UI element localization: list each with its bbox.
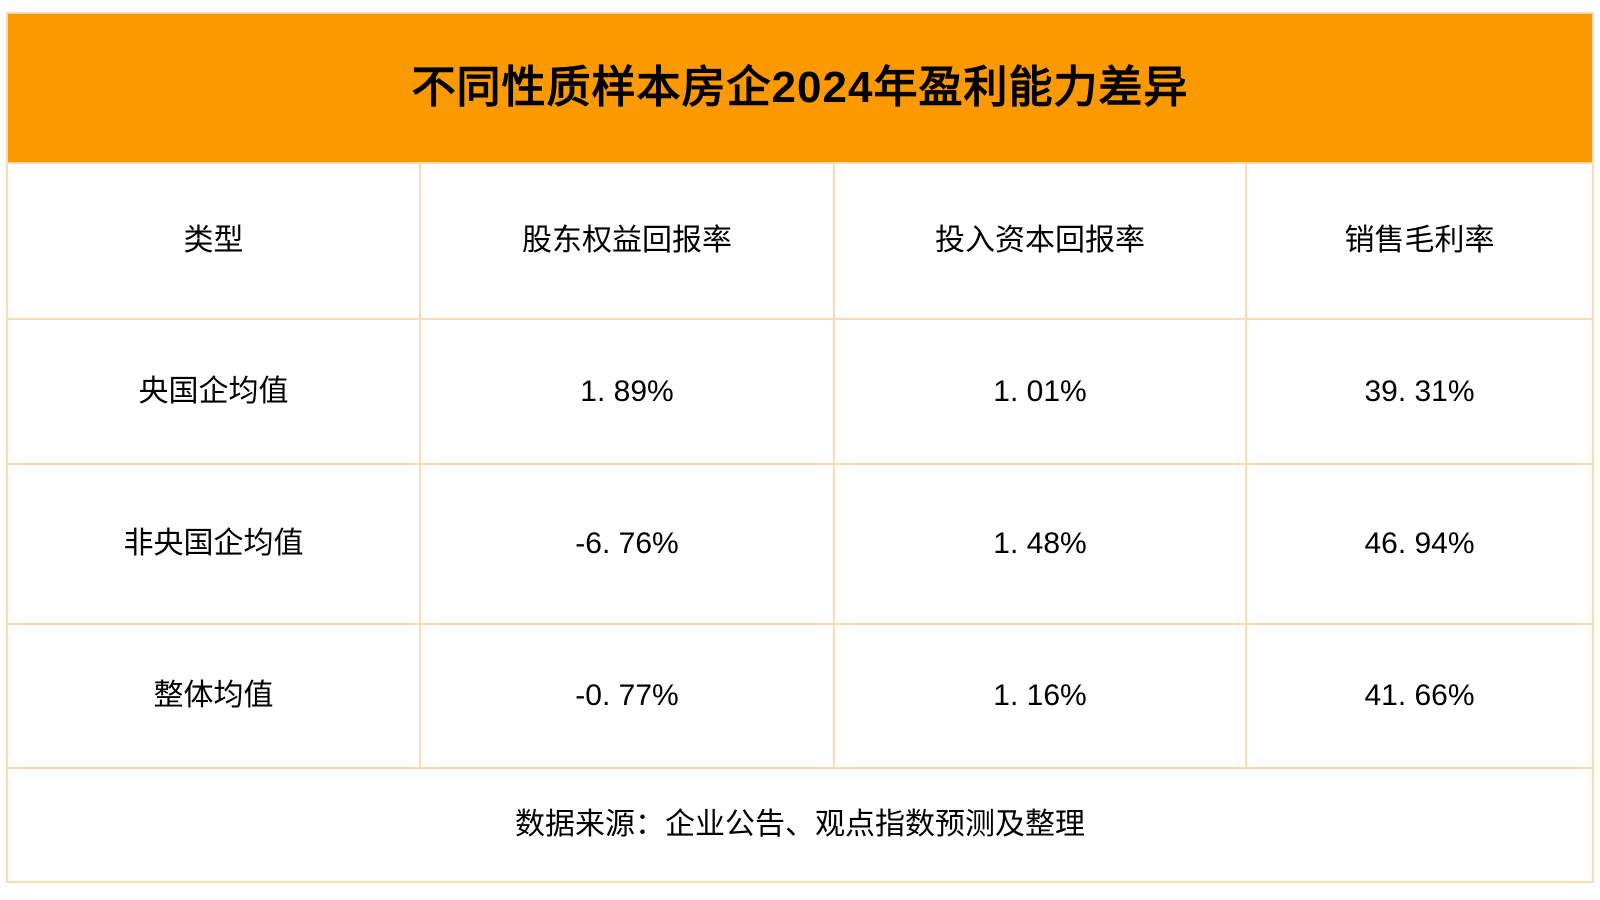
column-header-type: 类型: [6, 162, 421, 320]
table-row: 非央国企均值 -6. 76% 1. 48% 46. 94%: [6, 463, 1595, 625]
row-label: 央国企均值: [6, 318, 421, 465]
row-label: 非央国企均值: [6, 463, 421, 625]
roe-value: -0. 77%: [419, 623, 835, 769]
table-title: 不同性质样本房企2024年盈利能力差异: [5, 12, 1595, 164]
gross-margin-value: 46. 94%: [1244, 463, 1595, 625]
table-row: 央国企均值 1. 89% 1. 01% 39. 31%: [6, 318, 1595, 465]
table-row: 整体均值 -0. 77% 1. 16% 41. 66%: [6, 623, 1595, 769]
column-header-gross-margin: 销售毛利率: [1244, 162, 1595, 320]
roic-value: 1. 01%: [833, 318, 1247, 465]
gross-margin-value: 41. 66%: [1244, 623, 1595, 769]
roic-value: 1. 48%: [833, 463, 1247, 625]
gross-margin-value: 39. 31%: [1244, 318, 1595, 465]
roic-value: 1. 16%: [833, 623, 1247, 769]
data-source-note: 数据来源：企业公告、观点指数预测及整理: [5, 767, 1595, 883]
column-header-roe: 股东权益回报率: [419, 162, 835, 320]
profitability-table: 不同性质样本房企2024年盈利能力差异 类型 股东权益回报率 投入资本回报率 销…: [5, 12, 1595, 883]
column-header-roic: 投入资本回报率: [833, 162, 1247, 320]
roe-value: -6. 76%: [419, 463, 835, 625]
roe-value: 1. 89%: [419, 318, 835, 465]
row-label: 整体均值: [6, 623, 421, 769]
